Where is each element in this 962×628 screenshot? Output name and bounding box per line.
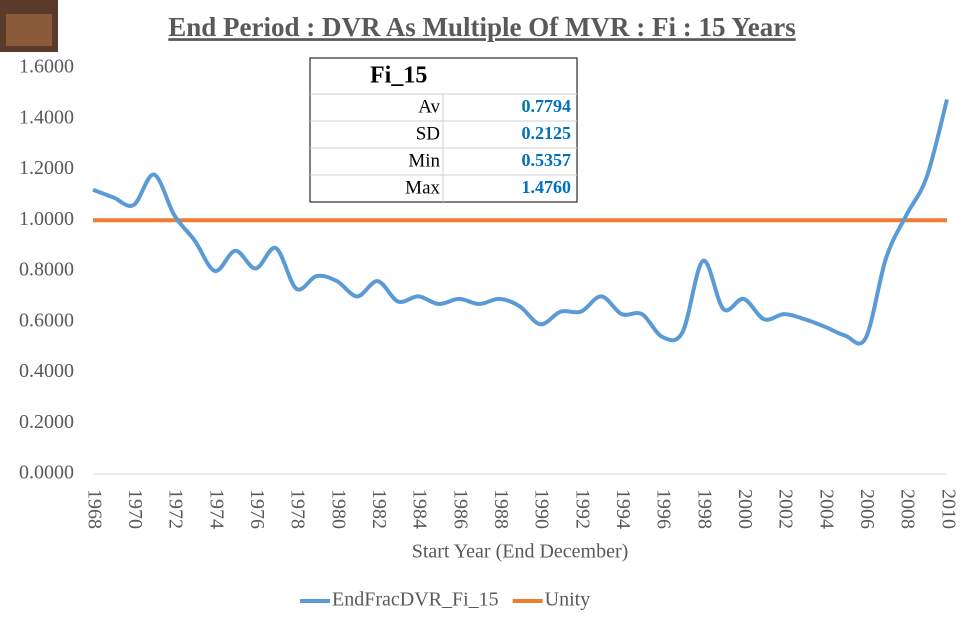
x-tick-label: 1978 xyxy=(287,489,309,529)
stats-label: Max xyxy=(405,177,440,198)
y-tick-label: 0.8000 xyxy=(19,259,74,281)
x-tick-label: 1992 xyxy=(571,489,593,529)
y-tick-label: 1.4000 xyxy=(19,106,74,128)
x-tick-label: 2002 xyxy=(775,489,797,529)
x-tick-label: 2006 xyxy=(856,489,878,529)
stats-label: SD xyxy=(416,123,440,144)
stats-label: Min xyxy=(408,150,440,171)
x-tick-label: 1996 xyxy=(653,489,675,529)
x-tick-label: 1976 xyxy=(246,489,268,529)
y-tick-label: 0.6000 xyxy=(19,309,74,331)
y-tick-label: 1.6000 xyxy=(19,56,74,78)
x-tick-label: 2008 xyxy=(897,489,919,529)
stats-value: 0.2125 xyxy=(522,123,572,143)
x-tick-label: 1998 xyxy=(693,489,715,529)
x-tick-label: 2004 xyxy=(815,489,837,529)
stats-value: 0.7794 xyxy=(522,96,572,116)
stats-value: 0.5357 xyxy=(522,150,572,170)
x-tick-label: 2000 xyxy=(734,489,756,529)
x-tick-label: 1986 xyxy=(449,489,471,529)
y-tick-label: 1.2000 xyxy=(19,157,74,179)
x-axis-title: Start Year (End December) xyxy=(412,541,629,563)
y-tick-label: 1.0000 xyxy=(19,208,74,230)
y-tick-label: 0.0000 xyxy=(19,462,74,484)
x-tick-label: 1982 xyxy=(368,489,390,529)
stats-title: Fi_15 xyxy=(370,63,427,89)
x-tick-label: 1980 xyxy=(327,489,349,529)
x-tick-label: 2010 xyxy=(937,489,959,529)
y-tick-label: 0.2000 xyxy=(19,411,74,433)
data-line xyxy=(92,98,949,346)
legend-label: EndFracDVR_Fi_15 xyxy=(332,589,499,611)
thumbnail-detail xyxy=(6,14,52,46)
x-tick-label: 1968 xyxy=(83,489,105,529)
x-tick-label: 1984 xyxy=(409,489,431,529)
x-tick-label: 1970 xyxy=(124,489,146,529)
x-tick-label: 1990 xyxy=(531,489,553,529)
x-tick-label: 1994 xyxy=(612,489,634,529)
stats-table: Fi_15 Av 0.7794 SD 0.2125 Min 0.5357 Max 1.4760 xyxy=(309,57,578,203)
stats-value: 1.4760 xyxy=(522,177,572,197)
x-tick-label: 1972 xyxy=(165,489,187,529)
stats-label: Av xyxy=(418,96,440,117)
chart-title: End Period : DVR As Multiple Of MVR : Fi… xyxy=(168,12,795,42)
x-tick-label: 1988 xyxy=(490,489,512,529)
y-tick-label: 0.4000 xyxy=(19,360,74,382)
legend-label: Unity xyxy=(545,589,591,611)
x-tick-label: 1974 xyxy=(205,489,227,529)
